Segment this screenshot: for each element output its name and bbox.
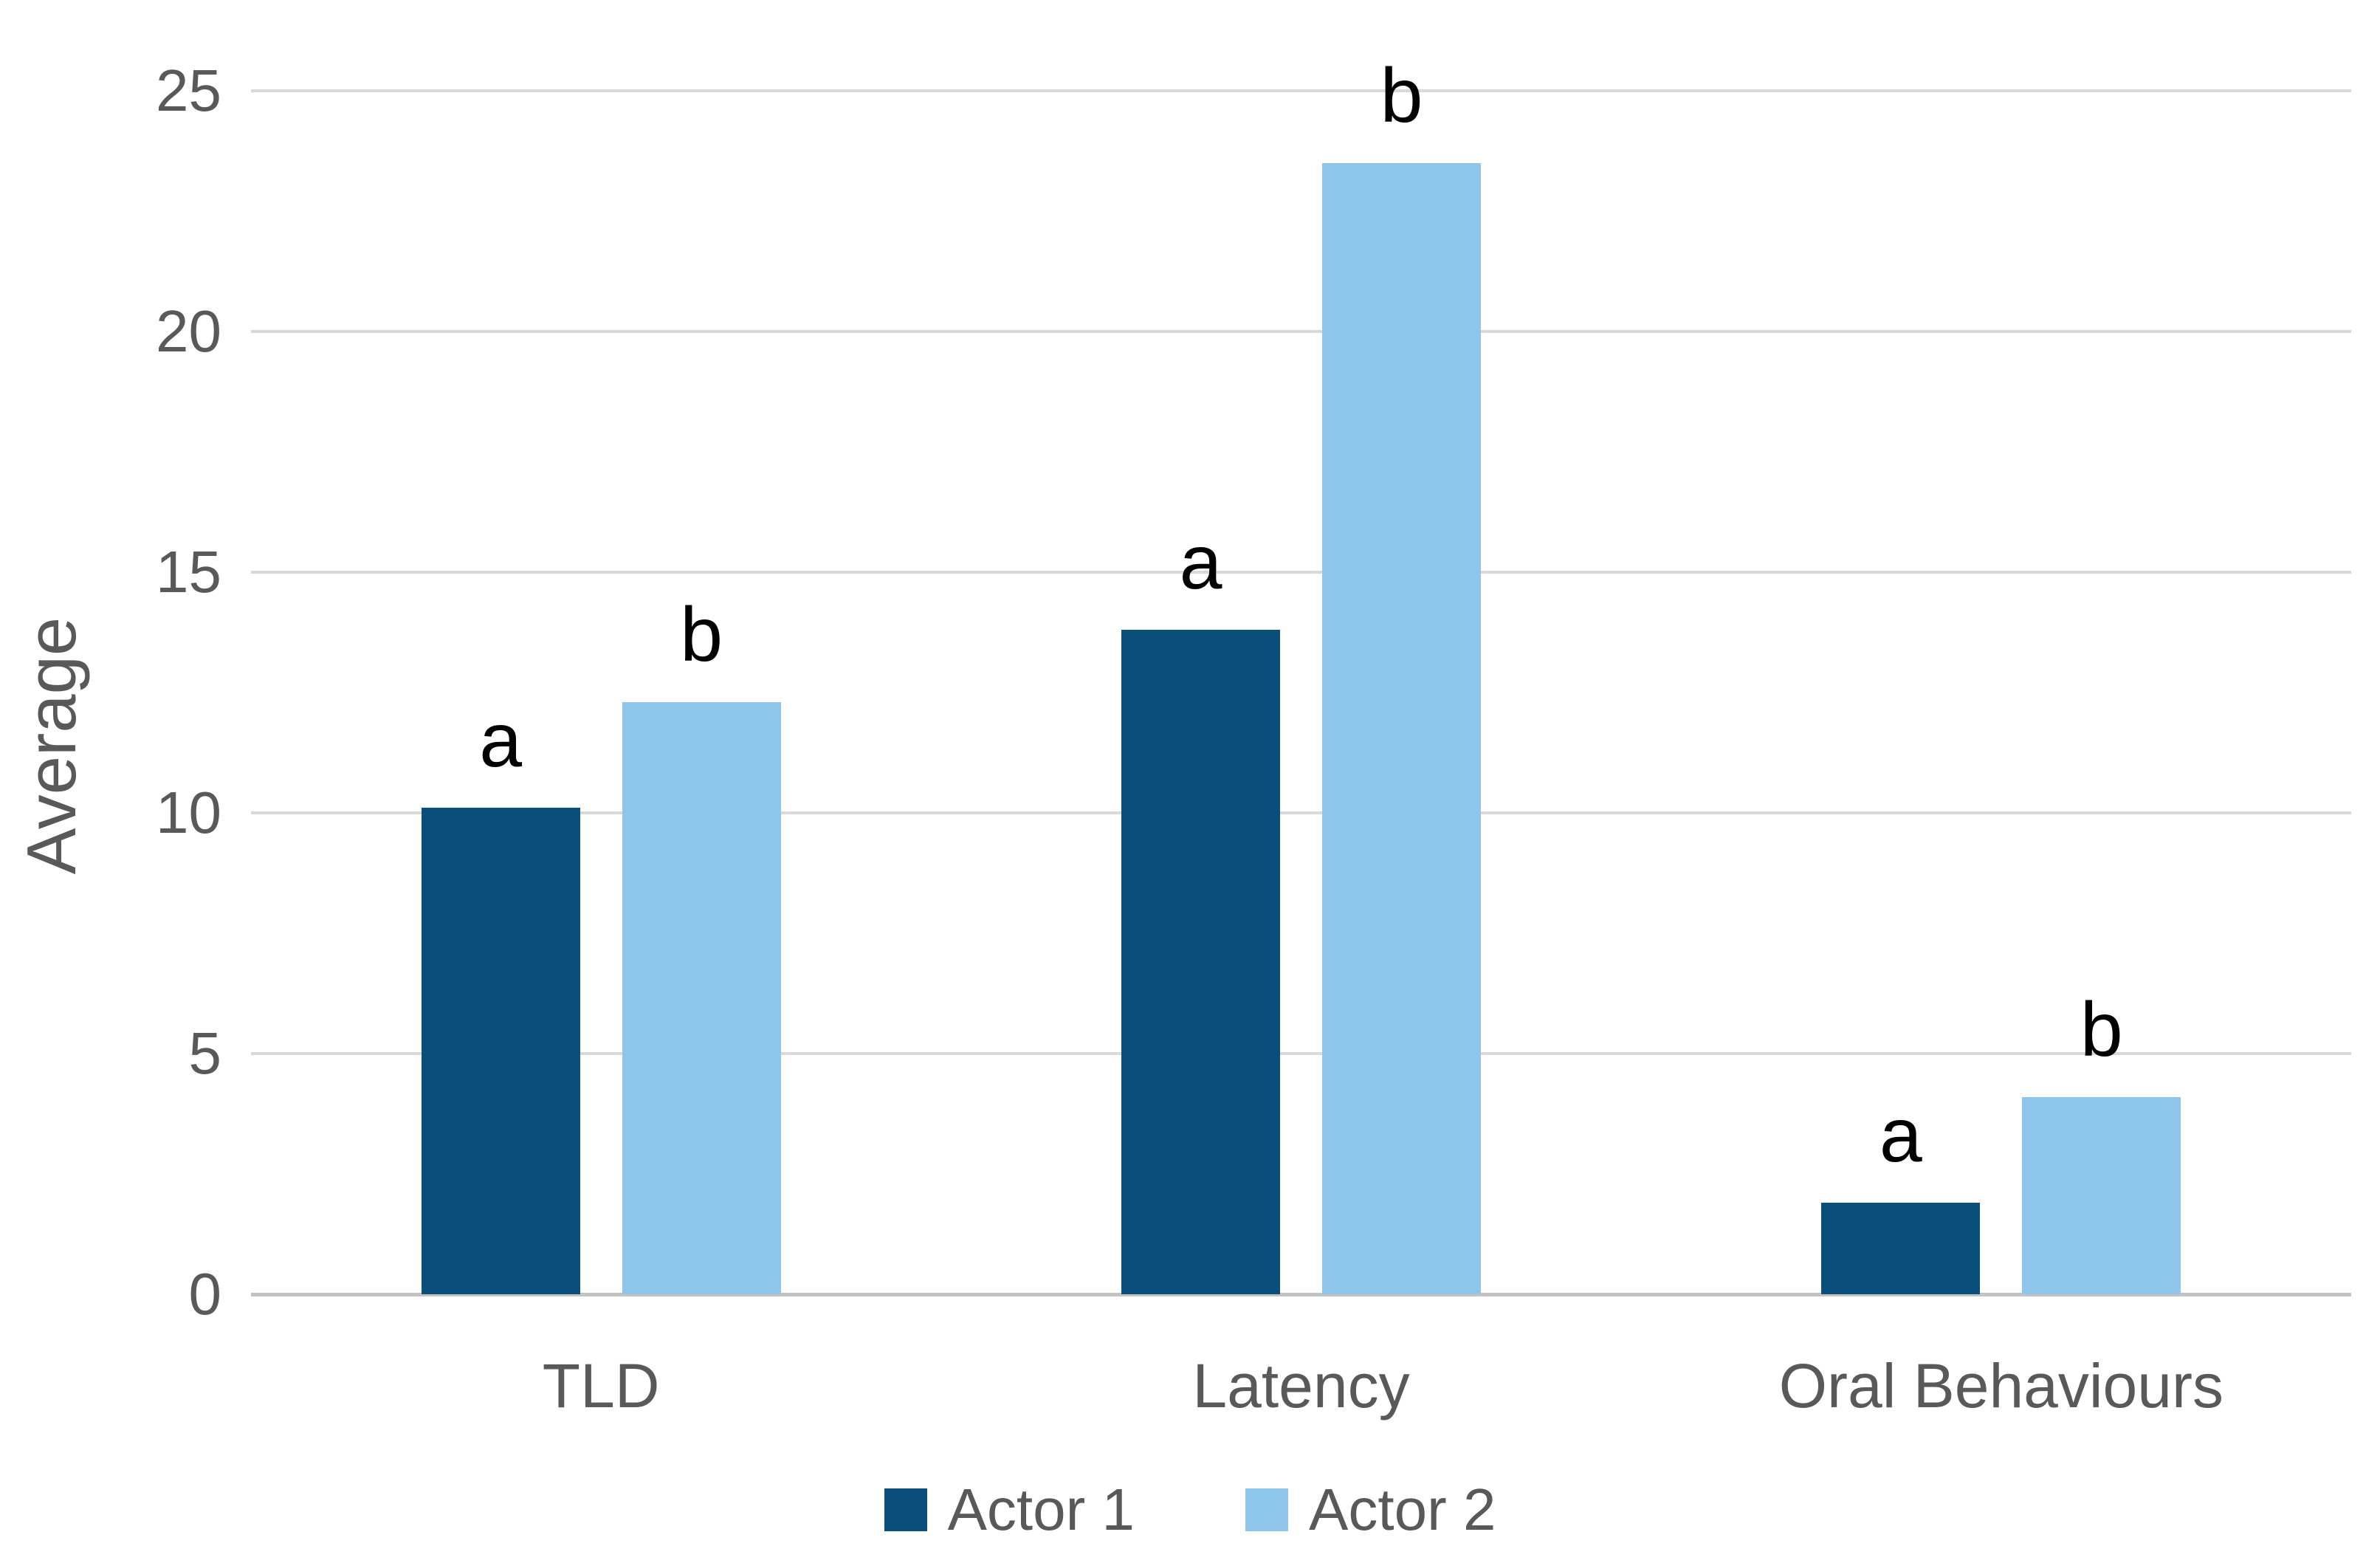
gridline xyxy=(251,1052,2351,1055)
bar-annotation: b xyxy=(680,592,723,679)
y-axis-title: Average xyxy=(13,616,90,875)
gridline xyxy=(251,571,2351,574)
bar-annotation: b xyxy=(2080,986,2123,1073)
y-tick-label: 5 xyxy=(188,1020,222,1086)
y-tick-label: 20 xyxy=(156,298,221,364)
x-axis-baseline xyxy=(251,1292,2351,1296)
y-tick-label: 25 xyxy=(156,58,221,123)
legend: Actor 1 Actor 2 xyxy=(0,1473,2380,1547)
legend-swatch-actor-2 xyxy=(1245,1488,1288,1531)
bar-annotation: a xyxy=(479,698,523,784)
bar-actor-2 xyxy=(622,702,781,1294)
y-tick-label: 15 xyxy=(156,539,221,605)
legend-item-actor-1: Actor 1 xyxy=(884,1473,1135,1547)
gridline xyxy=(251,89,2351,92)
legend-label: Actor 2 xyxy=(1309,1477,1496,1542)
y-tick-label: 0 xyxy=(188,1261,222,1327)
bar-actor-2 xyxy=(2022,1096,2181,1294)
bar-annotation: b xyxy=(1380,52,1423,139)
y-tick-label: 10 xyxy=(156,780,221,845)
category-label: TLD xyxy=(542,1351,660,1421)
gridline xyxy=(251,811,2351,814)
category-label: Latency xyxy=(1192,1351,1410,1421)
bar-actor-1 xyxy=(1821,1203,1981,1294)
gridline xyxy=(251,330,2351,333)
bar-actor-1 xyxy=(421,808,580,1294)
bar-annotation: a xyxy=(1179,520,1222,606)
bar-annotation: a xyxy=(1879,1093,1922,1179)
legend-swatch-actor-1 xyxy=(884,1488,927,1531)
legend-label: Actor 1 xyxy=(947,1477,1135,1542)
bar-actor-2 xyxy=(1322,162,1481,1294)
category-label: Oral Behaviours xyxy=(1778,1351,2223,1421)
legend-item-actor-2: Actor 2 xyxy=(1245,1473,1496,1547)
bar-actor-1 xyxy=(1121,630,1280,1294)
